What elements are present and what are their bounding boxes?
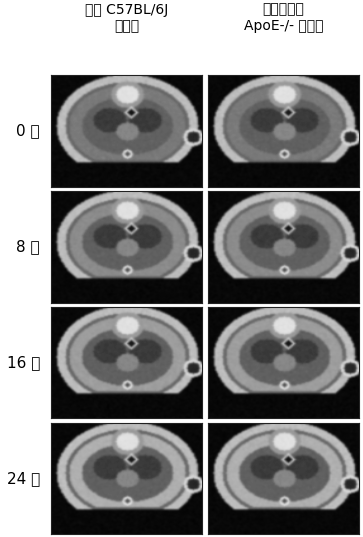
Text: 8 주: 8 주 (16, 240, 40, 255)
Text: 정상 C57BL/6J
마우스: 정상 C57BL/6J 마우스 (85, 3, 168, 33)
Text: 0 주: 0 주 (16, 124, 40, 139)
Text: 24 주: 24 주 (7, 471, 40, 486)
Text: 16 주: 16 주 (7, 355, 40, 370)
Text: 동맥경화증
ApoE-/- 마우스: 동맥경화증 ApoE-/- 마우스 (244, 3, 323, 33)
